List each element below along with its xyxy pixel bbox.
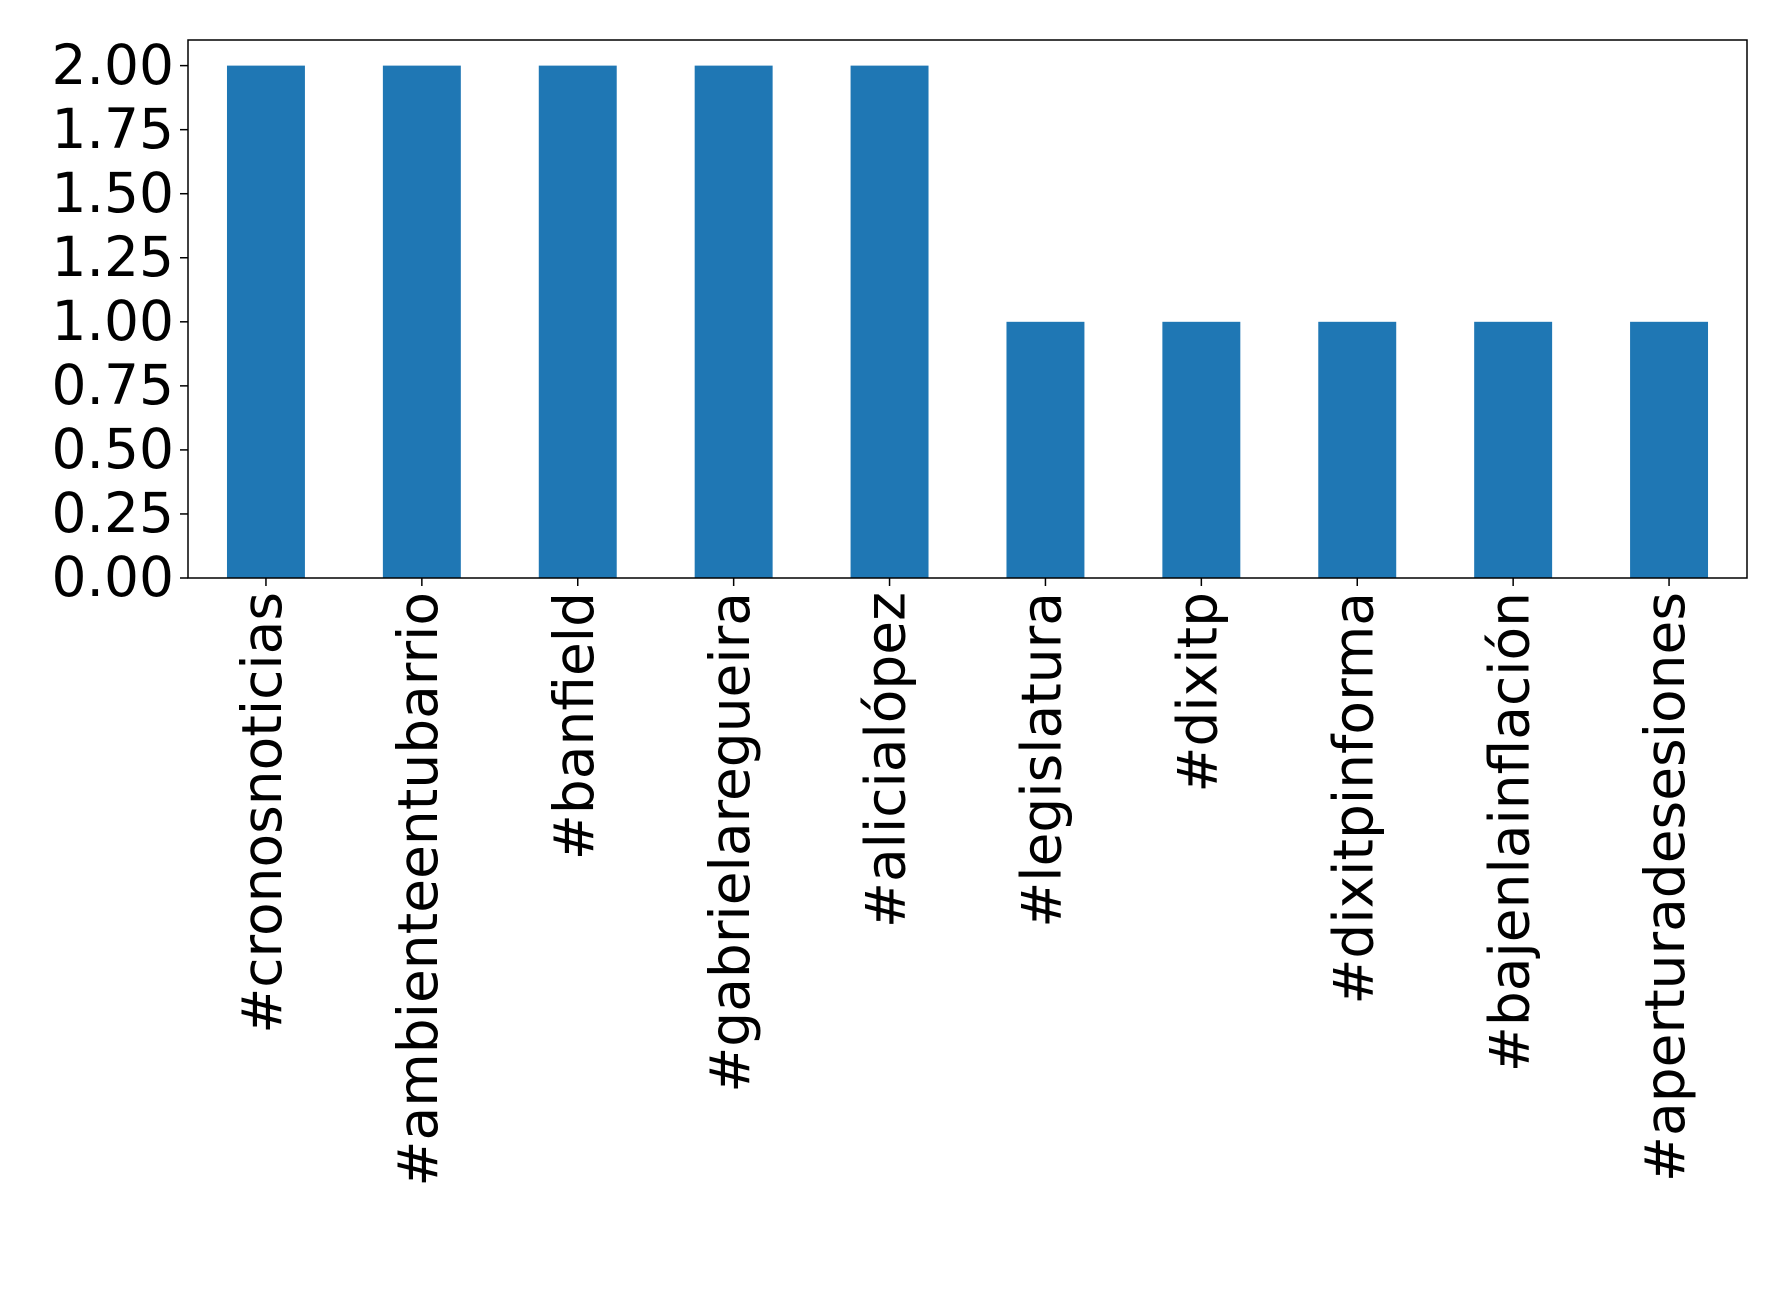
x-tick-label: #gabrielaregueira [698, 592, 762, 1093]
x-tick-label: #dixitp [1165, 592, 1229, 793]
bar [226, 65, 305, 579]
y-tick-label: 0.25 [52, 481, 174, 545]
x-tick-label: #cronosnoticias [230, 592, 294, 1034]
x-tick-label: #bajenlainflación [1477, 592, 1541, 1072]
bar [1162, 321, 1241, 578]
bar [1006, 321, 1085, 578]
y-tick-label: 1.25 [52, 225, 174, 289]
bar [382, 65, 461, 579]
y-tick-label: 1.00 [52, 289, 174, 353]
x-tick-label: #dixitpinforma [1321, 592, 1385, 1005]
y-tick-label: 0.75 [52, 353, 174, 417]
plot-frame [187, 39, 1748, 579]
y-tick-label: 0.50 [52, 417, 174, 481]
x-tick-label: #alicialópez [854, 592, 918, 928]
bar [694, 65, 773, 579]
bar [1318, 321, 1397, 578]
y-tick-label: 1.50 [52, 161, 174, 225]
bar [1474, 321, 1553, 578]
bar [538, 65, 617, 579]
y-tick-label: 1.75 [52, 97, 174, 161]
bar [1630, 321, 1709, 578]
x-tick-label: #legislatura [1010, 592, 1074, 928]
x-tick-label: #banfield [542, 592, 606, 860]
y-tick-label: 0.00 [52, 545, 174, 609]
x-tick-label: #aperturadesesiones [1633, 592, 1697, 1182]
y-tick-label: 2.00 [52, 33, 174, 97]
bar [850, 65, 929, 579]
x-tick-label: #ambienteentubarrio [386, 592, 450, 1187]
